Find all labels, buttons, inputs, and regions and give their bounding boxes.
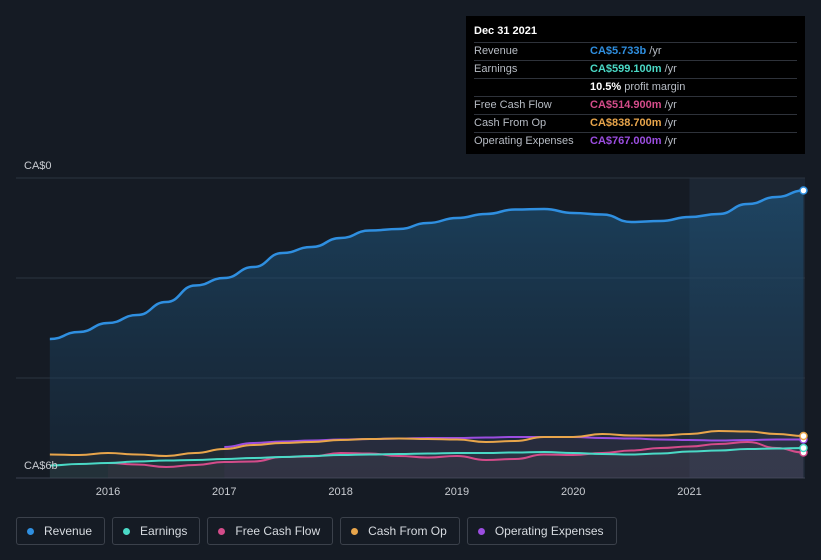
series-area-fill (49, 448, 804, 478)
legend-item-operating-expenses[interactable]: Operating Expenses (466, 517, 617, 545)
legend-item-cash-from-op[interactable]: Cash From Op (340, 517, 460, 545)
tooltip-row-label: Free Cash Flow (474, 99, 552, 111)
legend-dot-icon (218, 527, 226, 535)
cash-from-op-end-marker (799, 431, 808, 441)
legend-label: Operating Expenses (494, 524, 604, 538)
tooltip-row-value: CA$514.900m/yr (590, 99, 677, 111)
legend-item-free-cash-flow[interactable]: Free Cash Flow (207, 517, 334, 545)
tooltip-row-value: CA$5.733b/yr (590, 45, 662, 57)
legend-label: Earnings (140, 524, 188, 538)
tooltip-row-label: Earnings (474, 63, 518, 75)
tooltip-row: Revenue CA$5.733b/yr (474, 43, 797, 61)
tooltip-row-label: Revenue (474, 45, 519, 57)
x-tick-label: 2018 (328, 486, 352, 498)
x-tick-label: 2021 (677, 486, 701, 498)
legend-dot-icon (123, 527, 131, 535)
y-tick-label: CA$6b (24, 460, 58, 472)
legend-label: Revenue (44, 524, 93, 538)
legend-dot-icon (27, 527, 34, 535)
earnings-end-marker (799, 443, 808, 453)
operating-expenses-line (224, 436, 804, 448)
tooltip-row-value: CA$599.100m/yr (590, 63, 677, 75)
legend-label: Free Cash Flow (235, 524, 321, 538)
tooltip-row-label: Operating Expenses (474, 135, 574, 147)
tooltip-row: 10.5% profit margin (474, 79, 797, 97)
x-tick-label: 2016 (96, 486, 120, 498)
tooltip-row-value: CA$767.000m/yr (590, 135, 677, 147)
tooltip-date: Dec 31 2021 (474, 24, 797, 43)
legend-dot-icon (477, 527, 485, 535)
legend-dot-icon (351, 527, 359, 535)
legend-label: Cash From Op (368, 524, 447, 538)
tooltip-row: Operating Expenses CA$767.000m/yr (474, 133, 797, 150)
legend-item-earnings[interactable]: Earnings (112, 517, 201, 545)
earnings-line (49, 447, 804, 467)
y-tick-label: CA$0 (24, 160, 52, 172)
tooltip-row: Cash From Op CA$838.700m/yr (474, 115, 797, 133)
chart-legend: Revenue Earnings Free Cash Flow Cash From O… (16, 517, 617, 547)
revenue-line (49, 189, 804, 341)
tooltip-row: Earnings CA$599.100m/yr (474, 61, 797, 79)
free-cash-flow-line (107, 441, 804, 468)
axis-ticks: CA$0 CA$6b 2016 2017 2018 2019 2020 2021 (24, 160, 702, 498)
tooltip-row: Free Cash Flow CA$514.900m/yr (474, 97, 797, 115)
cash-from-op-line (49, 430, 804, 457)
legend-item-revenue[interactable]: Revenue (16, 517, 106, 545)
x-tick-label: 2020 (561, 486, 585, 498)
x-tick-label: 2019 (445, 486, 469, 498)
tooltip-row-label: Cash From Op (474, 117, 547, 129)
x-tick-label: 2017 (212, 486, 236, 498)
revenue-end-marker (799, 186, 808, 195)
hover-tooltip: Dec 31 2021 Revenue CA$5.733b/yr Earnings C… (466, 16, 805, 154)
tooltip-row-value: 10.5% profit margin (590, 81, 686, 93)
tooltip-row-value: CA$838.700m/yr (590, 117, 677, 129)
series-lines (49, 186, 808, 468)
revenue-area-fill (49, 190, 804, 478)
